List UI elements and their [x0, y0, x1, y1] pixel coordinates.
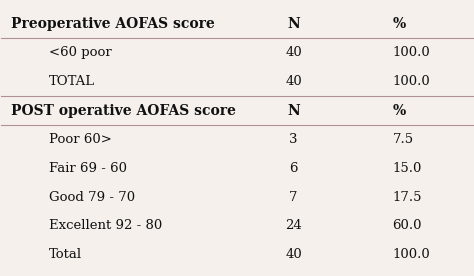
Text: TOTAL: TOTAL — [48, 75, 95, 88]
Text: Poor 60>: Poor 60> — [48, 133, 111, 146]
Text: POST operative AOFAS score: POST operative AOFAS score — [11, 104, 236, 118]
Text: %: % — [392, 17, 406, 31]
Text: Good 79 - 70: Good 79 - 70 — [48, 190, 135, 203]
Text: 3: 3 — [289, 133, 298, 146]
Text: Excellent 92 - 80: Excellent 92 - 80 — [48, 219, 162, 232]
Text: %: % — [392, 104, 406, 118]
Text: N: N — [287, 17, 300, 31]
Text: 7: 7 — [289, 190, 298, 203]
Text: 24: 24 — [285, 219, 302, 232]
Text: 60.0: 60.0 — [392, 219, 422, 232]
Text: Preoperative AOFAS score: Preoperative AOFAS score — [11, 17, 215, 31]
Text: Total: Total — [48, 248, 82, 261]
Text: 40: 40 — [285, 46, 302, 59]
Text: 15.0: 15.0 — [392, 162, 422, 175]
Text: 100.0: 100.0 — [392, 248, 430, 261]
Text: 17.5: 17.5 — [392, 190, 422, 203]
Text: Fair 69 - 60: Fair 69 - 60 — [48, 162, 127, 175]
Text: 100.0: 100.0 — [392, 75, 430, 88]
Text: 40: 40 — [285, 75, 302, 88]
Text: <60 poor: <60 poor — [48, 46, 111, 59]
Text: N: N — [287, 104, 300, 118]
Text: 100.0: 100.0 — [392, 46, 430, 59]
Text: 7.5: 7.5 — [392, 133, 414, 146]
Text: 40: 40 — [285, 248, 302, 261]
Text: 6: 6 — [289, 162, 298, 175]
